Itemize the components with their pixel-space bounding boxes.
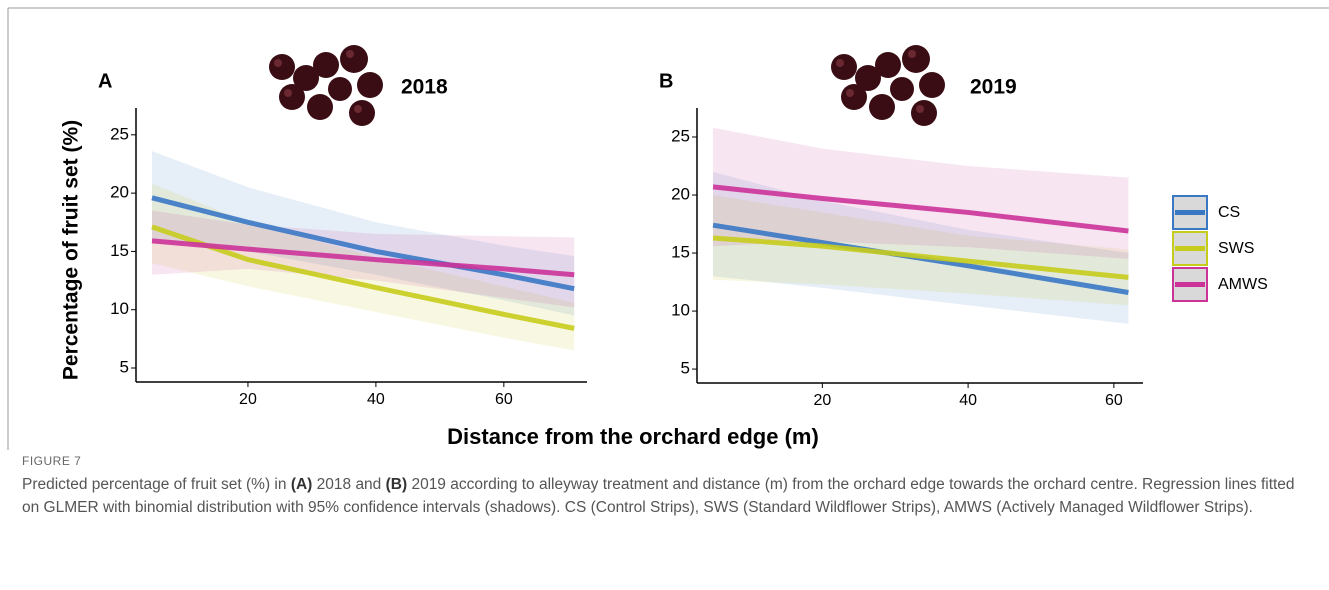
x-tick-label: 20 [239, 391, 257, 408]
x-tick-label: 40 [959, 392, 977, 409]
y-tick-label: 20 [671, 185, 690, 204]
x-tick-label: 60 [1105, 392, 1123, 409]
caption-text: 2018 and [312, 476, 386, 493]
x-tick-label: 40 [367, 391, 385, 408]
series-line [151, 238, 575, 278]
caption-text: (B) [385, 476, 408, 493]
y-axis-label: Percentage of fruit set (%) [60, 120, 83, 380]
x-tick-label: 20 [813, 392, 831, 409]
legend-label: SWS [1218, 240, 1254, 257]
x-tick-label: 60 [495, 391, 513, 408]
figure-label: FIGURE 7 [22, 454, 82, 468]
caption-text: Predicted percentage of fruit set (%) in [22, 476, 291, 493]
y-tick-label: 10 [671, 301, 690, 320]
y-tick-label: 10 [110, 299, 129, 318]
panel-title: 2019 [970, 76, 1017, 99]
caption: Predicted percentage of fruit set (%) in… [22, 474, 1297, 519]
figure: Distance from the orchard edge (m) A 2018… [7, 7, 1329, 450]
confidence-band [713, 127, 1129, 259]
caption-text: (A) [290, 476, 313, 493]
y-tick-label: 25 [671, 126, 690, 145]
series-line [151, 195, 575, 292]
caption-text: 2019 according to alleyway treatment and… [22, 476, 1295, 516]
panel-title: 2018 [401, 76, 448, 99]
confidence-band [713, 171, 1129, 324]
y-tick-label: 15 [671, 243, 690, 262]
cherries-icon [831, 45, 945, 126]
series-line [712, 235, 1129, 280]
y-tick-label: 5 [120, 357, 129, 376]
legend-label: AMWS [1218, 276, 1268, 293]
panel-label: B [659, 70, 673, 92]
confidence-band [151, 151, 575, 316]
y-tick-label: 5 [681, 359, 690, 378]
x-axis-label: Distance from the orchard edge (m) [447, 424, 819, 449]
series-line [712, 184, 1129, 234]
cherries-icon [269, 45, 383, 126]
y-tick-label: 20 [110, 183, 129, 202]
y-tick-label: 15 [110, 241, 129, 260]
y-tick-label: 25 [110, 124, 129, 143]
panel-label: A [98, 70, 112, 92]
legend-label: CS [1218, 204, 1240, 221]
